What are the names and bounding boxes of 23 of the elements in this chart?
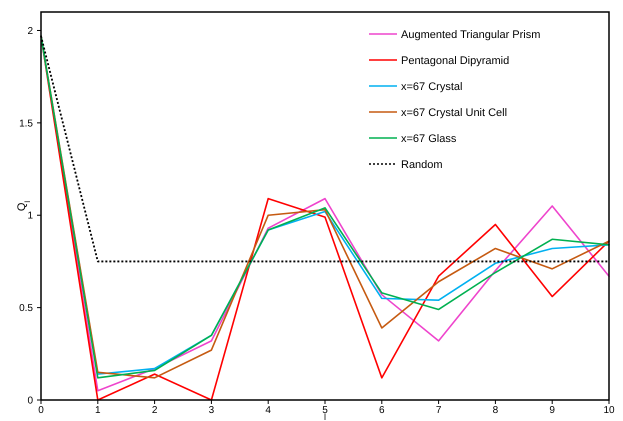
x-tick-label: 2 (152, 405, 158, 416)
x-tick-label: 4 (265, 405, 272, 416)
x-tick-label: 9 (549, 405, 556, 416)
legend-label: x=67 Crystal Unit Cell (401, 106, 508, 119)
y-tick-label: 0.5 (19, 303, 34, 314)
y-tick-label: 2 (27, 26, 34, 37)
x-tick-label: 10 (603, 405, 615, 416)
legend-label: Random (401, 158, 443, 171)
x-tick-label: 8 (492, 405, 499, 416)
x-tick-label: 5 (322, 405, 328, 416)
x-tick-label: 7 (436, 405, 442, 416)
legend-label: Augmented Triangular Prism (401, 28, 540, 41)
x-tick-label: 1 (95, 405, 102, 416)
x-tick-label: 3 (208, 405, 215, 416)
y-tick-label: 1.5 (19, 118, 34, 130)
legend-label: x=67 Glass (401, 132, 457, 145)
x-tick-label: 0 (38, 405, 44, 416)
legend-label: x=67 Crystal (401, 80, 462, 93)
x-tick-label: 6 (379, 405, 386, 416)
y-tick-label: 1 (27, 210, 34, 222)
legend-label: Pentagonal Dipyramid (401, 54, 510, 67)
y-tick-label: 0 (27, 396, 34, 406)
x-axis-title: l (324, 412, 326, 421)
